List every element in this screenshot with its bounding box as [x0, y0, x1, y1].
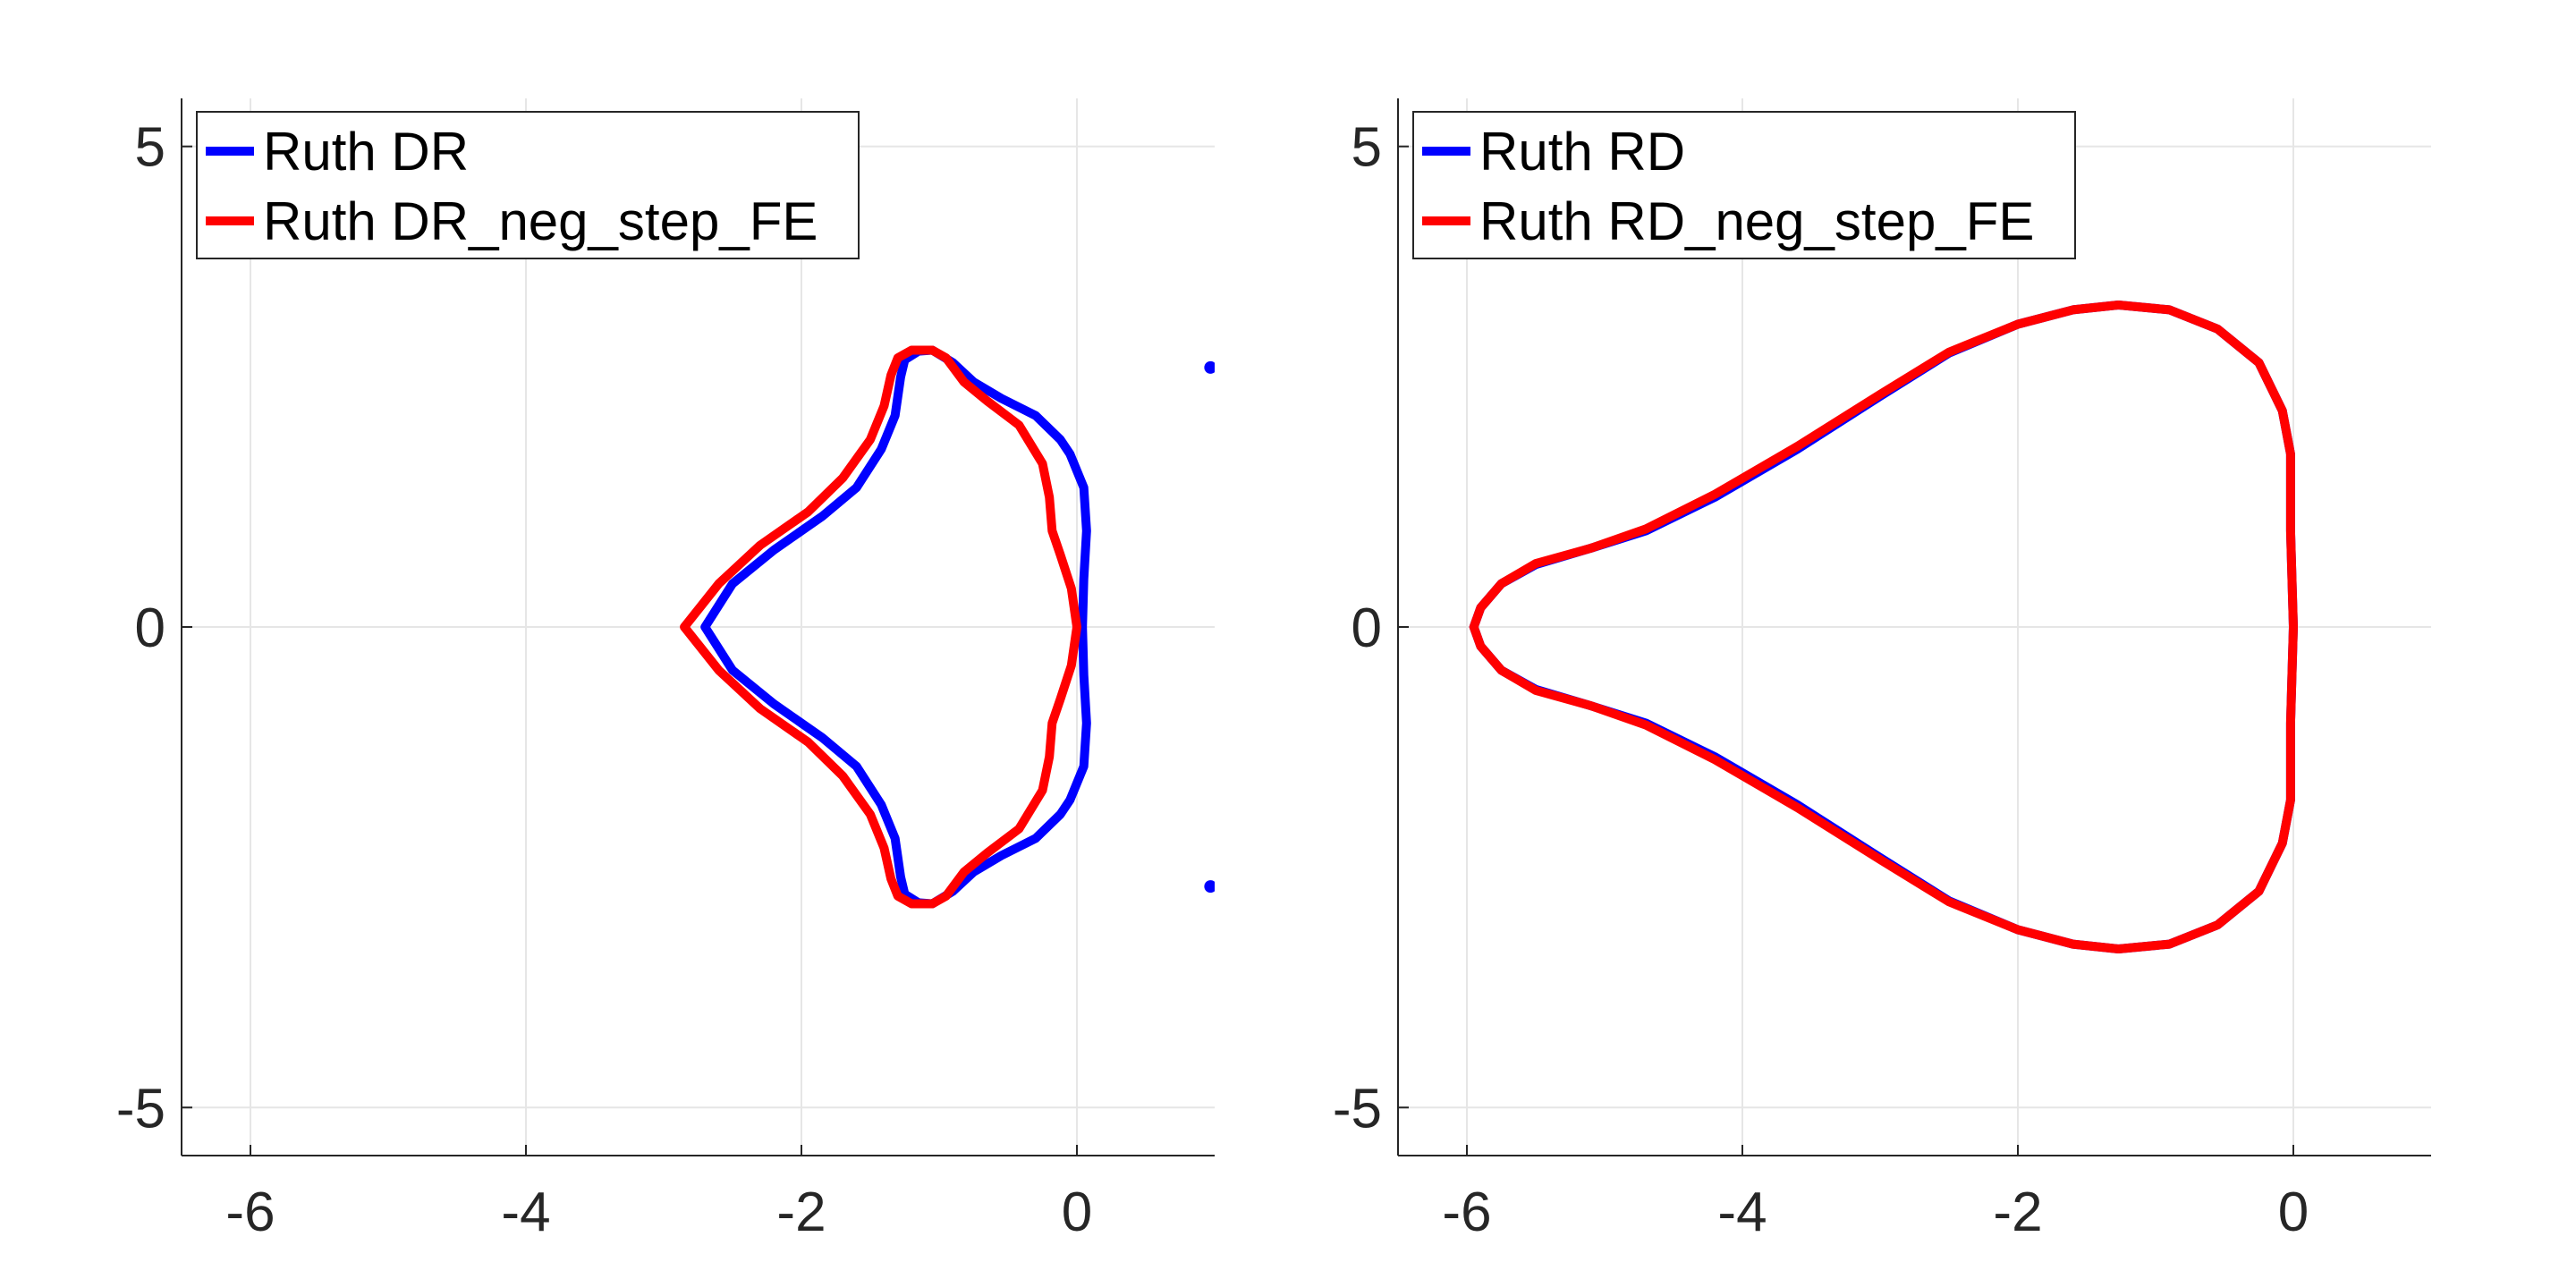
series-line	[700, 345, 1091, 909]
x-tick-label: -4	[501, 1182, 550, 1243]
chart-panel-1: -6 -4 -2 0 -5 0 5 Ruth DR Ruth DR_neg_step_FE	[116, 98, 1215, 1243]
y-tick-label: 5	[135, 117, 165, 179]
series-line	[1469, 301, 2298, 953]
legend-label: Ruth DR	[263, 122, 469, 182]
legend-box	[1412, 111, 2076, 259]
y-tick-label: 0	[1352, 597, 1382, 659]
x-tick-label: -6	[225, 1182, 275, 1243]
x-tick-label: 0	[2278, 1182, 2309, 1243]
x-tick-label: 0	[1062, 1182, 1092, 1243]
series-line	[680, 345, 1081, 909]
y-tick-label: -5	[116, 1078, 165, 1139]
legend-label: Ruth DR_neg_step_FE	[263, 191, 818, 251]
y-tick-label: -5	[1333, 1078, 1382, 1139]
data-point	[1204, 360, 1215, 374]
plot-area	[1469, 301, 2298, 953]
y-tick-label: 5	[1352, 117, 1382, 179]
x-tick-label: -6	[1442, 1182, 1491, 1243]
y-tick-label: 0	[135, 597, 165, 659]
legend-box	[196, 111, 860, 259]
x-tick-label: -4	[1717, 1182, 1767, 1243]
x-tick-label: -2	[1993, 1182, 2042, 1243]
chart-panel-2: -6 -4 -2 0 -5 0 5 Ruth RD Ruth RD_neg_step_FE	[1333, 98, 2431, 1243]
plot-area	[680, 345, 1215, 909]
x-tick-label: -2	[776, 1182, 826, 1243]
legend-label: Ruth RD	[1479, 122, 1685, 182]
data-point	[1204, 880, 1215, 894]
legend-label: Ruth RD_neg_step_FE	[1479, 191, 2034, 251]
